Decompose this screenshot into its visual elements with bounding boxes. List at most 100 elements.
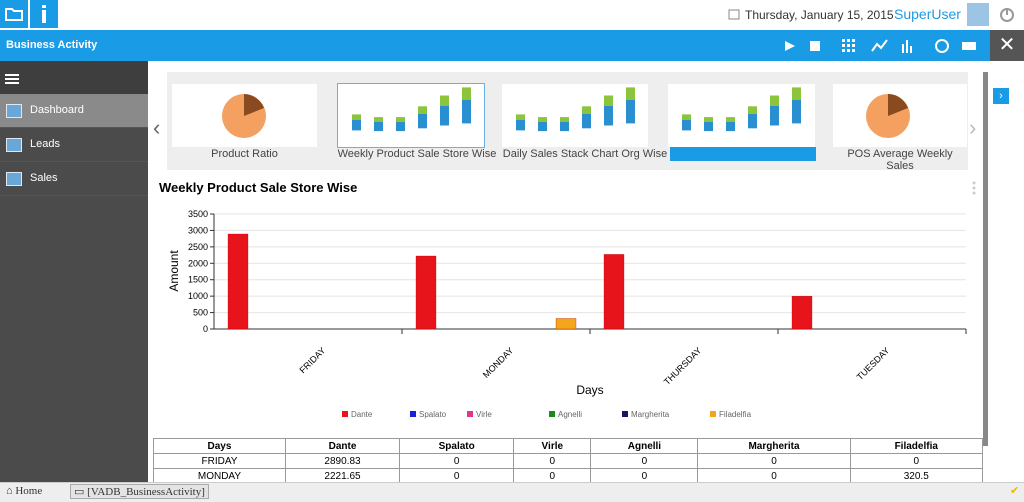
menu-label: Sales <box>30 172 58 184</box>
mini-bar <box>626 87 635 100</box>
menu-item[interactable]: Dashboard <box>0 94 148 128</box>
legend-label: Agnelli <box>558 410 582 419</box>
menu-item[interactable]: Sales <box>0 162 148 196</box>
folder-button[interactable] <box>0 0 28 28</box>
thumbnail-label-selected <box>670 147 816 161</box>
scrollbar[interactable] <box>983 72 988 446</box>
y-tick-label: 2500 <box>188 242 208 252</box>
menu-label: Leads <box>30 138 60 150</box>
table-cell: 2221.65 <box>284 468 401 482</box>
power-button[interactable] <box>998 6 1016 24</box>
table-cell: 0 <box>513 453 592 469</box>
menu-label: Dashboard <box>30 104 84 116</box>
close-button[interactable]: ✕ <box>990 30 1024 61</box>
column-header: Filadelfia <box>849 438 983 454</box>
bar <box>415 255 437 330</box>
column-header: Margherita <box>697 438 851 454</box>
tab[interactable]: ▭ [VADB_BusinessActivity] <box>70 484 209 499</box>
thumbnail[interactable] <box>337 83 485 148</box>
thumbnail[interactable] <box>668 84 815 147</box>
mini-bar <box>352 114 361 120</box>
menu-item[interactable]: Leads <box>0 128 148 162</box>
table-cell: 0 <box>590 468 699 482</box>
home-label: Home <box>15 485 43 497</box>
table-cell: 0 <box>513 468 592 482</box>
legend-label: Filadelfia <box>719 410 752 419</box>
mini-bar <box>418 106 427 114</box>
column-header: Dante <box>284 438 401 454</box>
expand-button[interactable]: › <box>993 88 1009 104</box>
calendar-icon <box>728 9 740 20</box>
table-container: Days Dante Spalato Virle Agnelli Margherita Fi… <box>153 438 983 482</box>
table-cell: FRIDAY <box>153 453 286 469</box>
mini-bar <box>770 106 779 126</box>
header-row: Days Dante Spalato Virle Agnelli Margherita Fi… <box>153 438 983 454</box>
home-link[interactable]: ⌂ Home <box>6 485 43 497</box>
y-tick-label: 1000 <box>188 291 208 301</box>
mini-bar <box>726 117 735 122</box>
legend-swatch <box>622 411 628 417</box>
legend-label: Virle <box>476 410 492 419</box>
mini-bar <box>462 87 471 100</box>
legend-label: Dante <box>351 410 373 419</box>
chart-title: Weekly Product Sale Store Wise <box>159 180 357 195</box>
column-header: Days <box>153 438 286 454</box>
sidebar <box>0 61 148 482</box>
mini-bar <box>538 117 547 122</box>
user-name[interactable]: SuperUser <box>894 6 961 22</box>
thumbnail[interactable] <box>172 84 317 147</box>
mini-bar <box>560 117 569 122</box>
mini-bar <box>626 100 635 124</box>
mini-bar <box>418 114 427 129</box>
x-tick-label: THURSDAY <box>662 345 704 387</box>
check-icon: ✔ <box>1010 485 1020 497</box>
data-table: Days Dante Spalato Virle Agnelli Margherita Fi… <box>153 438 983 482</box>
toolbar-icons[interactable] <box>780 36 985 56</box>
mini-bar <box>582 114 591 129</box>
mini-bar <box>704 117 713 122</box>
status-bar: ⌂ Home ▭ [VADB_BusinessActivity] ✔ <box>0 482 1024 502</box>
mini-bar <box>440 95 449 106</box>
x-tick-label: MONDAY <box>481 345 516 380</box>
top-bar <box>0 0 1024 30</box>
next-arrow[interactable]: › <box>969 115 977 140</box>
table-cell: 320.5 <box>849 468 983 482</box>
legend-swatch <box>549 411 555 417</box>
bar <box>227 233 249 330</box>
y-tick-label: 0 <box>203 324 208 334</box>
date: Thursday, January 15, 2015 <box>745 8 894 22</box>
table-cell: 2890.83 <box>284 453 401 469</box>
table-cell: 0 <box>697 453 851 469</box>
thumbnail[interactable] <box>502 84 648 147</box>
toolbar-title: Business Activity <box>6 39 98 51</box>
y-tick-label: 2000 <box>188 258 208 268</box>
mini-bar <box>516 114 525 120</box>
mini-bar <box>374 117 383 122</box>
y-axis-label: Amount <box>167 250 181 292</box>
table-cell: 0 <box>590 453 699 469</box>
y-tick-label: 1500 <box>188 275 208 285</box>
legend-swatch <box>710 411 716 417</box>
menu-icon[interactable] <box>0 61 30 94</box>
mini-bar <box>604 95 613 106</box>
thumbnail[interactable] <box>833 84 967 147</box>
info-button[interactable] <box>30 0 58 28</box>
thumbnail-label: Product Ratio <box>211 148 278 160</box>
mini-bar <box>748 106 757 114</box>
bar <box>603 254 625 330</box>
avatar[interactable] <box>967 3 989 26</box>
x-tick-label: TUESDAY <box>855 345 892 382</box>
bar <box>555 318 577 330</box>
legend-label: Margherita <box>631 410 670 419</box>
chart: Weekly Product Sale Store Wise Amount Da… <box>159 180 976 419</box>
mini-bar <box>682 114 691 120</box>
column-header: Spalato <box>399 438 515 454</box>
y-tick-label: 500 <box>193 308 208 318</box>
x-axis-label: Days <box>576 383 603 397</box>
mini-bar <box>604 106 613 126</box>
thumbnail-label: Daily Sales Stack Chart Org Wise <box>502 148 668 160</box>
prev-arrow[interactable]: ‹ <box>153 115 161 140</box>
column-header: Agnelli <box>590 438 699 454</box>
mini-bar <box>462 100 471 124</box>
